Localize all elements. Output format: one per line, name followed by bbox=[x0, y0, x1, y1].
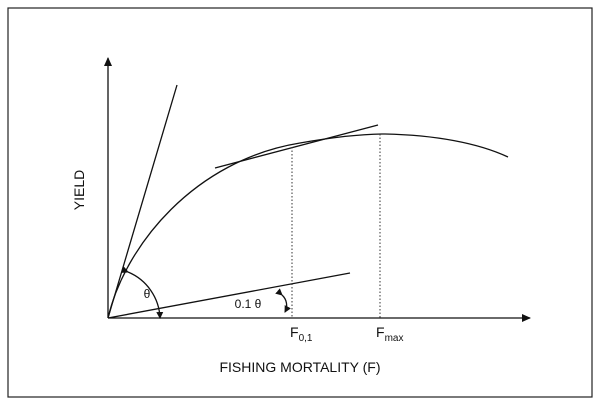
fmax-main: F bbox=[376, 324, 385, 340]
f01-sub: 0,1 bbox=[299, 333, 313, 344]
tenth-theta-label: 0.1 θ bbox=[235, 297, 262, 311]
fmax-sub: max bbox=[385, 333, 404, 344]
frame bbox=[7, 7, 593, 398]
y-axis-label: YIELD bbox=[71, 170, 87, 210]
f01-label: F0,1 bbox=[290, 324, 313, 344]
x-axis-label: FISHING MORTALITY (F) bbox=[219, 359, 380, 375]
theta-label: θ bbox=[144, 287, 151, 301]
yield-curve bbox=[107, 133, 509, 319]
origin-tangent bbox=[107, 84, 178, 319]
f01-tangent bbox=[214, 124, 379, 169]
tenth-theta-arc bbox=[275, 288, 291, 313]
fmax-label: Fmax bbox=[376, 324, 403, 344]
f01-main: F bbox=[290, 324, 299, 340]
theta-arc bbox=[121, 266, 164, 319]
